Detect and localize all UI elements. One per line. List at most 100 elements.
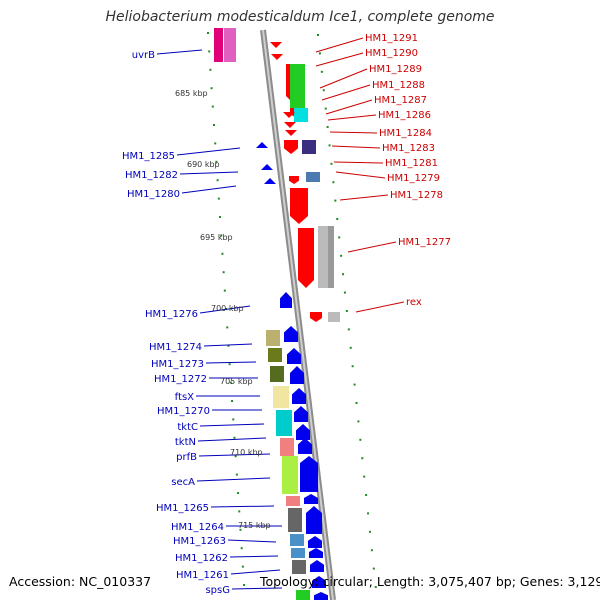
gene-block [288,508,302,532]
leader-line [325,99,373,115]
gene-block [292,560,306,574]
gene-arrow-reverse [314,592,328,600]
gene-arrow-forward [290,188,308,224]
gene-arrow-reverse [284,326,298,342]
tick-mark [223,289,226,292]
gene-arrow-reverse [309,548,323,558]
gene-label-forward: HM1_1283 [382,143,435,154]
leader-line [227,539,277,543]
gene-arrow-forward [298,228,314,288]
tick-mark [209,68,212,71]
tick-mark [221,252,224,255]
gene-label-reverse: tktC [177,422,198,433]
gene-arrow-reverse [296,424,310,440]
gene-block [291,548,305,558]
tick-mark [338,236,341,239]
tick-mark [336,218,339,220]
gene-block [276,410,292,436]
gene-arrow-forward [289,176,299,184]
backbone-ring [260,29,336,600]
leader-line [156,49,203,55]
gene-arrow-reverse [304,494,318,504]
tick-mark [207,32,209,34]
scale-label: 685 kbp [175,89,208,98]
gene-block [296,590,310,600]
gene-label-reverse: HM1_1272 [154,374,207,385]
gene-block [290,64,305,108]
tick-mark [374,586,377,588]
leader-line [231,587,283,590]
tick-mark [320,70,323,73]
tick-mark [243,584,246,586]
tick-mark [351,365,354,368]
tick-mark [234,455,237,458]
leader-line [347,241,397,253]
gene-label-forward: HM1_1279 [387,173,440,184]
tick-mark [326,126,329,128]
scale-label: 695 kbp [200,233,233,242]
gene-label-reverse: uvrB [132,50,155,61]
gene-label-forward: HM1_1291 [365,33,418,44]
gene-arrow-reverse [306,506,322,534]
gene-block [280,438,294,456]
tick-mark [231,400,234,402]
gene-arrow-reverse [256,142,268,148]
gene-block [282,456,298,494]
gene-label-reverse: HM1_1270 [157,406,210,417]
gene-block [286,496,300,506]
scale-labels: 685 kbp 690 kbp 695 kbp 700 kbp 705 kbp 710 k… [175,89,271,530]
gene-block [266,330,280,346]
tick-mark [361,457,364,460]
scale-label: 700 kbp [211,304,244,313]
backbone-highlight [262,29,334,600]
tick-mark [217,197,220,200]
leader-line [196,477,271,482]
leader-line [205,361,257,364]
gene-label-forward: HM1_1284 [379,128,432,139]
tick-mark [340,254,343,257]
tick-mark [334,199,337,202]
leader-line [355,301,405,313]
tick-mark [322,89,325,92]
gene-label-reverse: HM1_1282 [125,170,178,181]
tick-mark [368,530,371,533]
gene-arrow-reverse [280,292,292,308]
scale-label: 710 kbp [230,448,263,457]
gene-label-reverse: HM1_1274 [149,342,202,353]
leader-line [319,68,368,89]
leader-line [331,145,381,149]
gene-arrow-reverse [294,406,308,422]
scale-label: 690 kbp [187,160,220,169]
tick-mark [235,473,238,476]
gene-label-reverse: HM1_1276 [145,309,198,320]
tick-mark [318,52,321,55]
tick-mark [220,234,223,237]
gene-label-forward: HM1_1286 [378,110,431,121]
gene-label-reverse: HM1_1285 [122,151,175,162]
tick-mark [332,181,335,184]
tick-mark [208,50,211,53]
gene-arrow-forward [284,140,298,154]
gene-arrow-reverse [300,456,318,492]
leader-line [198,453,271,457]
tick-mark [237,492,240,494]
gene-arrow-reverse [310,560,324,572]
gene-block [224,28,236,62]
gene-label-reverse: HM1_1264 [171,522,224,533]
tick-mark [343,291,346,294]
gene-label-reverse: spsG [205,585,230,596]
leader-line [179,171,239,175]
leader-line [315,52,364,67]
gene-label-forward: HM1_1277 [398,237,451,248]
gene-block [328,312,340,322]
scale-label: 715 kbp [238,521,271,530]
gene-labels: HM1_1291 HM1_1290 HM1_1289 HM1_1288 HM1_1287… [122,33,451,596]
tick-mark [211,105,214,108]
gene-arrow-forward [283,112,295,118]
gene-arrow-reverse [261,164,273,170]
tick-mark [216,179,219,182]
leader-line [339,194,389,201]
feature-tracks [214,28,340,600]
gene-arrow-forward [310,312,322,322]
